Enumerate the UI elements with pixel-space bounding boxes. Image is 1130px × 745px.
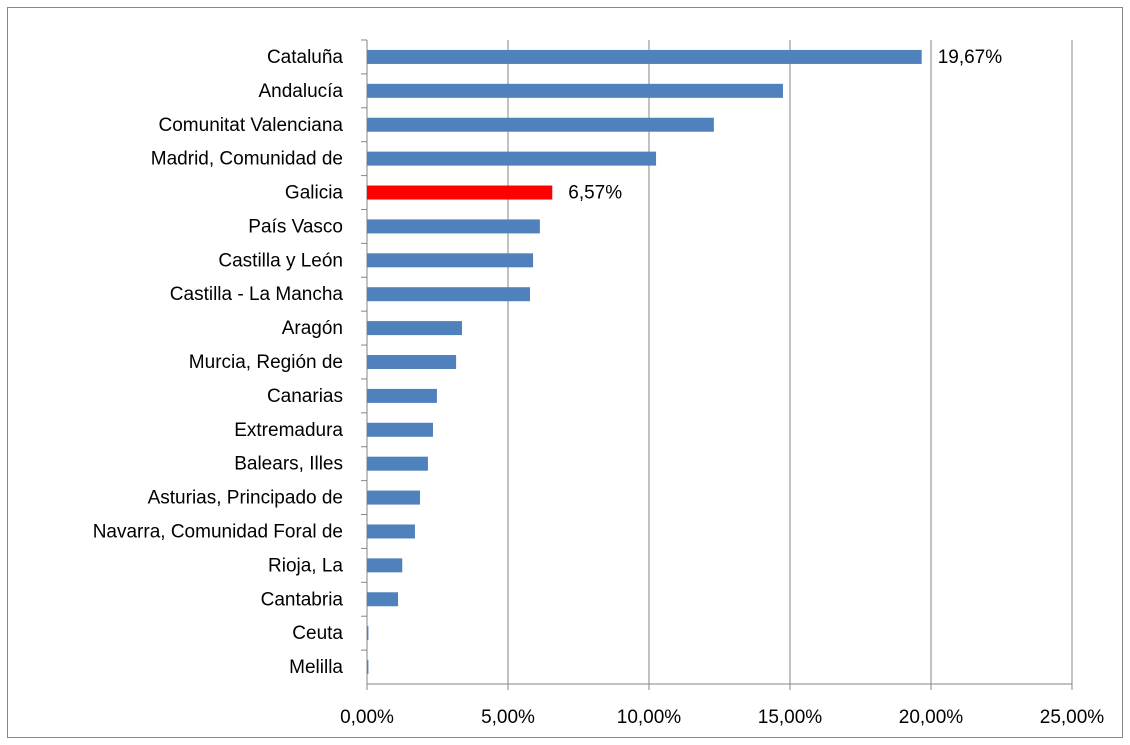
bar — [367, 524, 415, 539]
y-tick-label: Aragón — [282, 318, 343, 339]
y-tick-label: Castilla y León — [218, 250, 343, 271]
bar — [367, 422, 433, 437]
y-tick-label: Extremadura — [234, 420, 343, 441]
x-tick-label: 5,00% — [481, 707, 535, 728]
data-label: 6,57% — [568, 183, 622, 204]
bar — [367, 388, 437, 403]
data-label: 19,67% — [938, 47, 1003, 68]
bar — [367, 151, 657, 166]
bar — [367, 558, 403, 573]
y-tick-label: Navarra, Comunidad Foral de — [93, 521, 343, 542]
y-tick-label: Castilla - La Mancha — [170, 284, 344, 305]
x-tick-label: 10,00% — [617, 707, 682, 728]
y-tick-label: Rioja, La — [268, 555, 343, 576]
bar — [367, 49, 922, 64]
x-tick-label: 20,00% — [899, 707, 964, 728]
x-tick-label: 15,00% — [758, 707, 823, 728]
bar — [367, 83, 783, 98]
y-tick-label: Balears, Illes — [234, 454, 343, 475]
bar — [367, 626, 369, 641]
bar — [367, 219, 540, 234]
y-tick-label: País Vasco — [248, 216, 343, 237]
bar — [367, 456, 428, 471]
y-tick-label: Melilla — [289, 657, 343, 678]
x-tick-label: 0,00% — [340, 707, 394, 728]
bar — [367, 592, 399, 607]
bar — [367, 321, 463, 336]
bar — [367, 355, 457, 369]
y-tick-label: Cantabria — [261, 589, 344, 610]
y-tick-label: Cataluña — [267, 47, 343, 68]
bar — [367, 185, 553, 200]
y-tick-label: Andalucía — [258, 81, 343, 102]
y-tick-label: Canarias — [267, 386, 343, 407]
y-tick-label: Murcia, Región de — [189, 352, 343, 373]
y-tick-label: Madrid, Comunidad de — [151, 149, 343, 170]
bar — [367, 287, 530, 302]
y-tick-label: Galicia — [285, 183, 344, 204]
y-tick-label: Comunitat Valenciana — [159, 115, 344, 136]
bar — [367, 660, 369, 675]
y-tick-label: Ceuta — [292, 623, 343, 644]
y-tick-label: Asturias, Principado de — [148, 488, 343, 509]
x-tick-label: 25,00% — [1040, 707, 1105, 728]
bar — [367, 490, 421, 505]
bar — [367, 117, 714, 132]
bar — [367, 253, 534, 268]
